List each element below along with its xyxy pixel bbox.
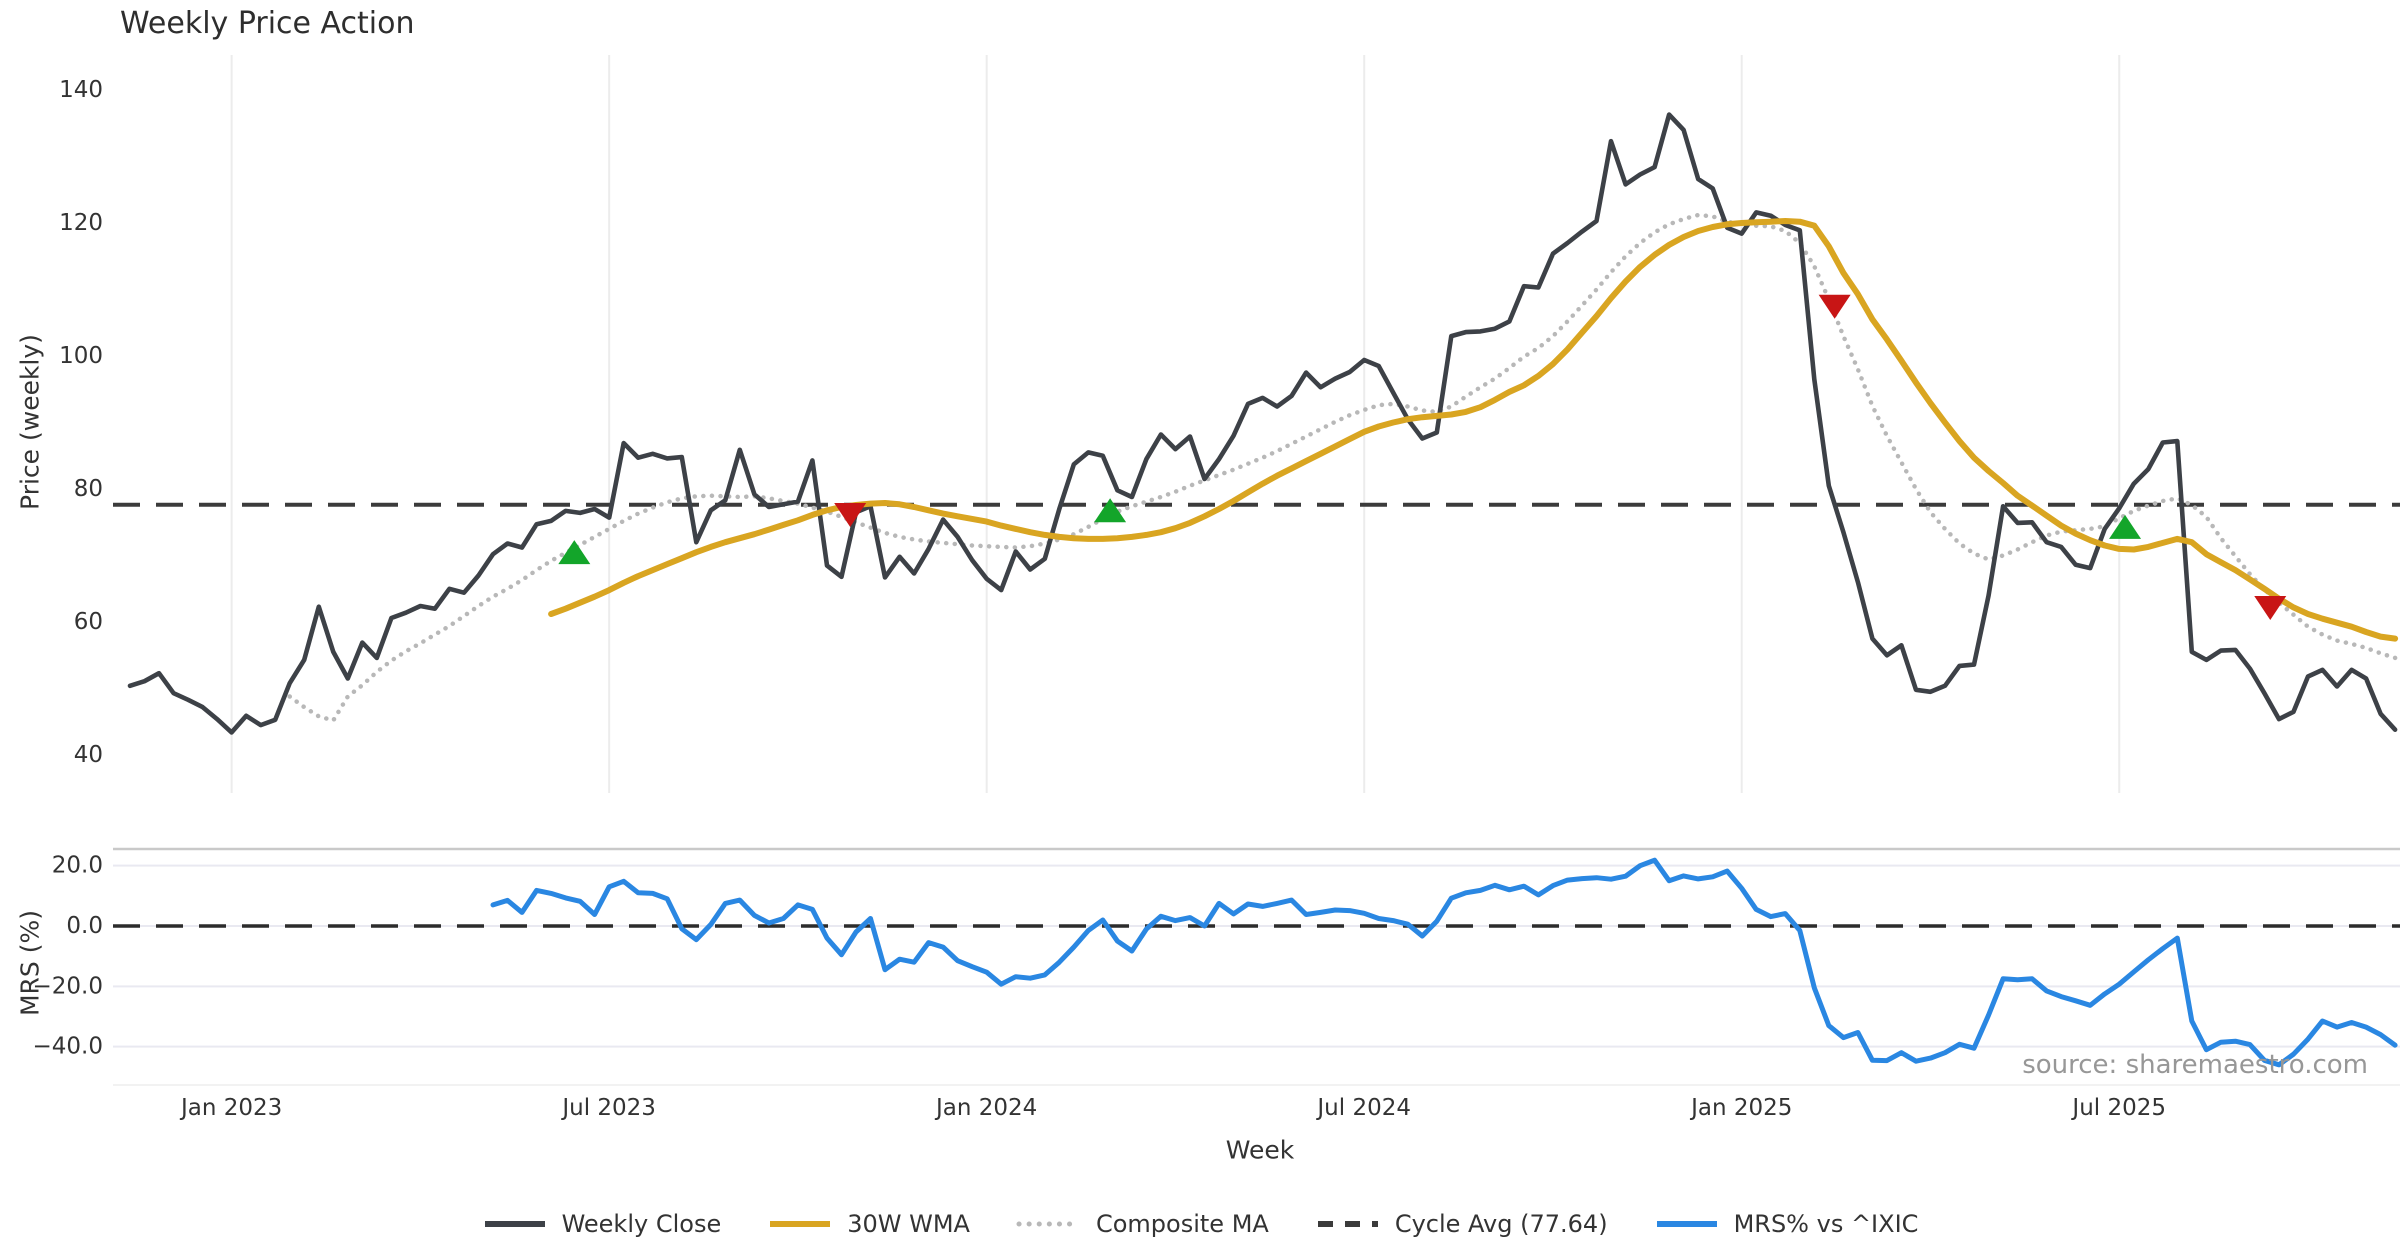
sell-marker (1818, 294, 1851, 319)
legend-item-composite-ma: Composite MA (1016, 1210, 1269, 1238)
legend-item-30w-wma: 30W WMA (767, 1210, 970, 1238)
legend-label: 30W WMA (847, 1210, 970, 1238)
price-y-tick-label: 40 (74, 742, 103, 768)
legend-label: MRS% vs ^IXIC (1733, 1210, 1919, 1238)
mrs-y-tick-label: −40.0 (33, 1034, 103, 1060)
legend-label: Composite MA (1095, 1210, 1269, 1238)
composite-ma-line (287, 212, 2398, 723)
legend-item-mrs-vs-ixic: MRS% vs ^IXIC (1654, 1210, 1919, 1238)
page-title: Weekly Price Action (120, 6, 415, 41)
sell-marker (2254, 596, 2287, 621)
legend-swatch-solid (770, 1221, 831, 1227)
price-axis-label: Price (weekly) (15, 334, 45, 510)
x-tick-label: Jul 2023 (560, 1095, 656, 1121)
mrs-y-tick-label: 20.0 (52, 853, 103, 879)
sell-marker (834, 502, 867, 527)
price-y-tick-label: 80 (74, 476, 103, 502)
legend-swatch-solid (1656, 1221, 1717, 1227)
mrs-axis-label: MRS (%) (15, 909, 45, 1017)
x-tick-label: Jan 2024 (934, 1095, 1037, 1121)
mrs-line (490, 857, 2398, 1068)
x-axis-label: Week (1225, 1135, 1295, 1165)
price-y-tick-label: 100 (59, 343, 103, 369)
chart-legend: Weekly Close 30W WMA Composite MA Cycle Avg… (0, 1210, 2400, 1238)
legend-item-weekly-close: Weekly Close (482, 1210, 722, 1238)
price-y-tick-label: 120 (59, 210, 103, 236)
x-tick-label: Jul 2025 (2070, 1095, 2166, 1121)
legend-swatch-dotted (1016, 1221, 1082, 1227)
legend-item-cycle-avg-77-64-: Cycle Avg (77.64) (1315, 1210, 1608, 1238)
x-tick-label: Jan 2023 (179, 1095, 282, 1121)
x-tick-label: Jan 2025 (1689, 1095, 1792, 1121)
buy-marker (1094, 498, 1127, 523)
buy-marker (2109, 514, 2142, 539)
legend-swatch-dashed (1317, 1221, 1378, 1227)
legend-label: Weekly Close (561, 1210, 722, 1238)
weekly-close-line (127, 112, 2398, 735)
legend-swatch-solid (484, 1221, 545, 1227)
buy-marker (558, 540, 591, 565)
x-tick-label: Jul 2024 (1315, 1095, 1411, 1121)
mrs-y-tick-label: 0.0 (66, 913, 103, 939)
source-watermark: source: sharemaestro.com (2022, 1050, 2368, 1080)
price-y-tick-label: 140 (59, 77, 103, 103)
mrs-y-tick-label: −20.0 (33, 973, 103, 999)
legend-label: Cycle Avg (77.64) (1394, 1210, 1608, 1238)
price-y-tick-label: 60 (74, 609, 103, 635)
